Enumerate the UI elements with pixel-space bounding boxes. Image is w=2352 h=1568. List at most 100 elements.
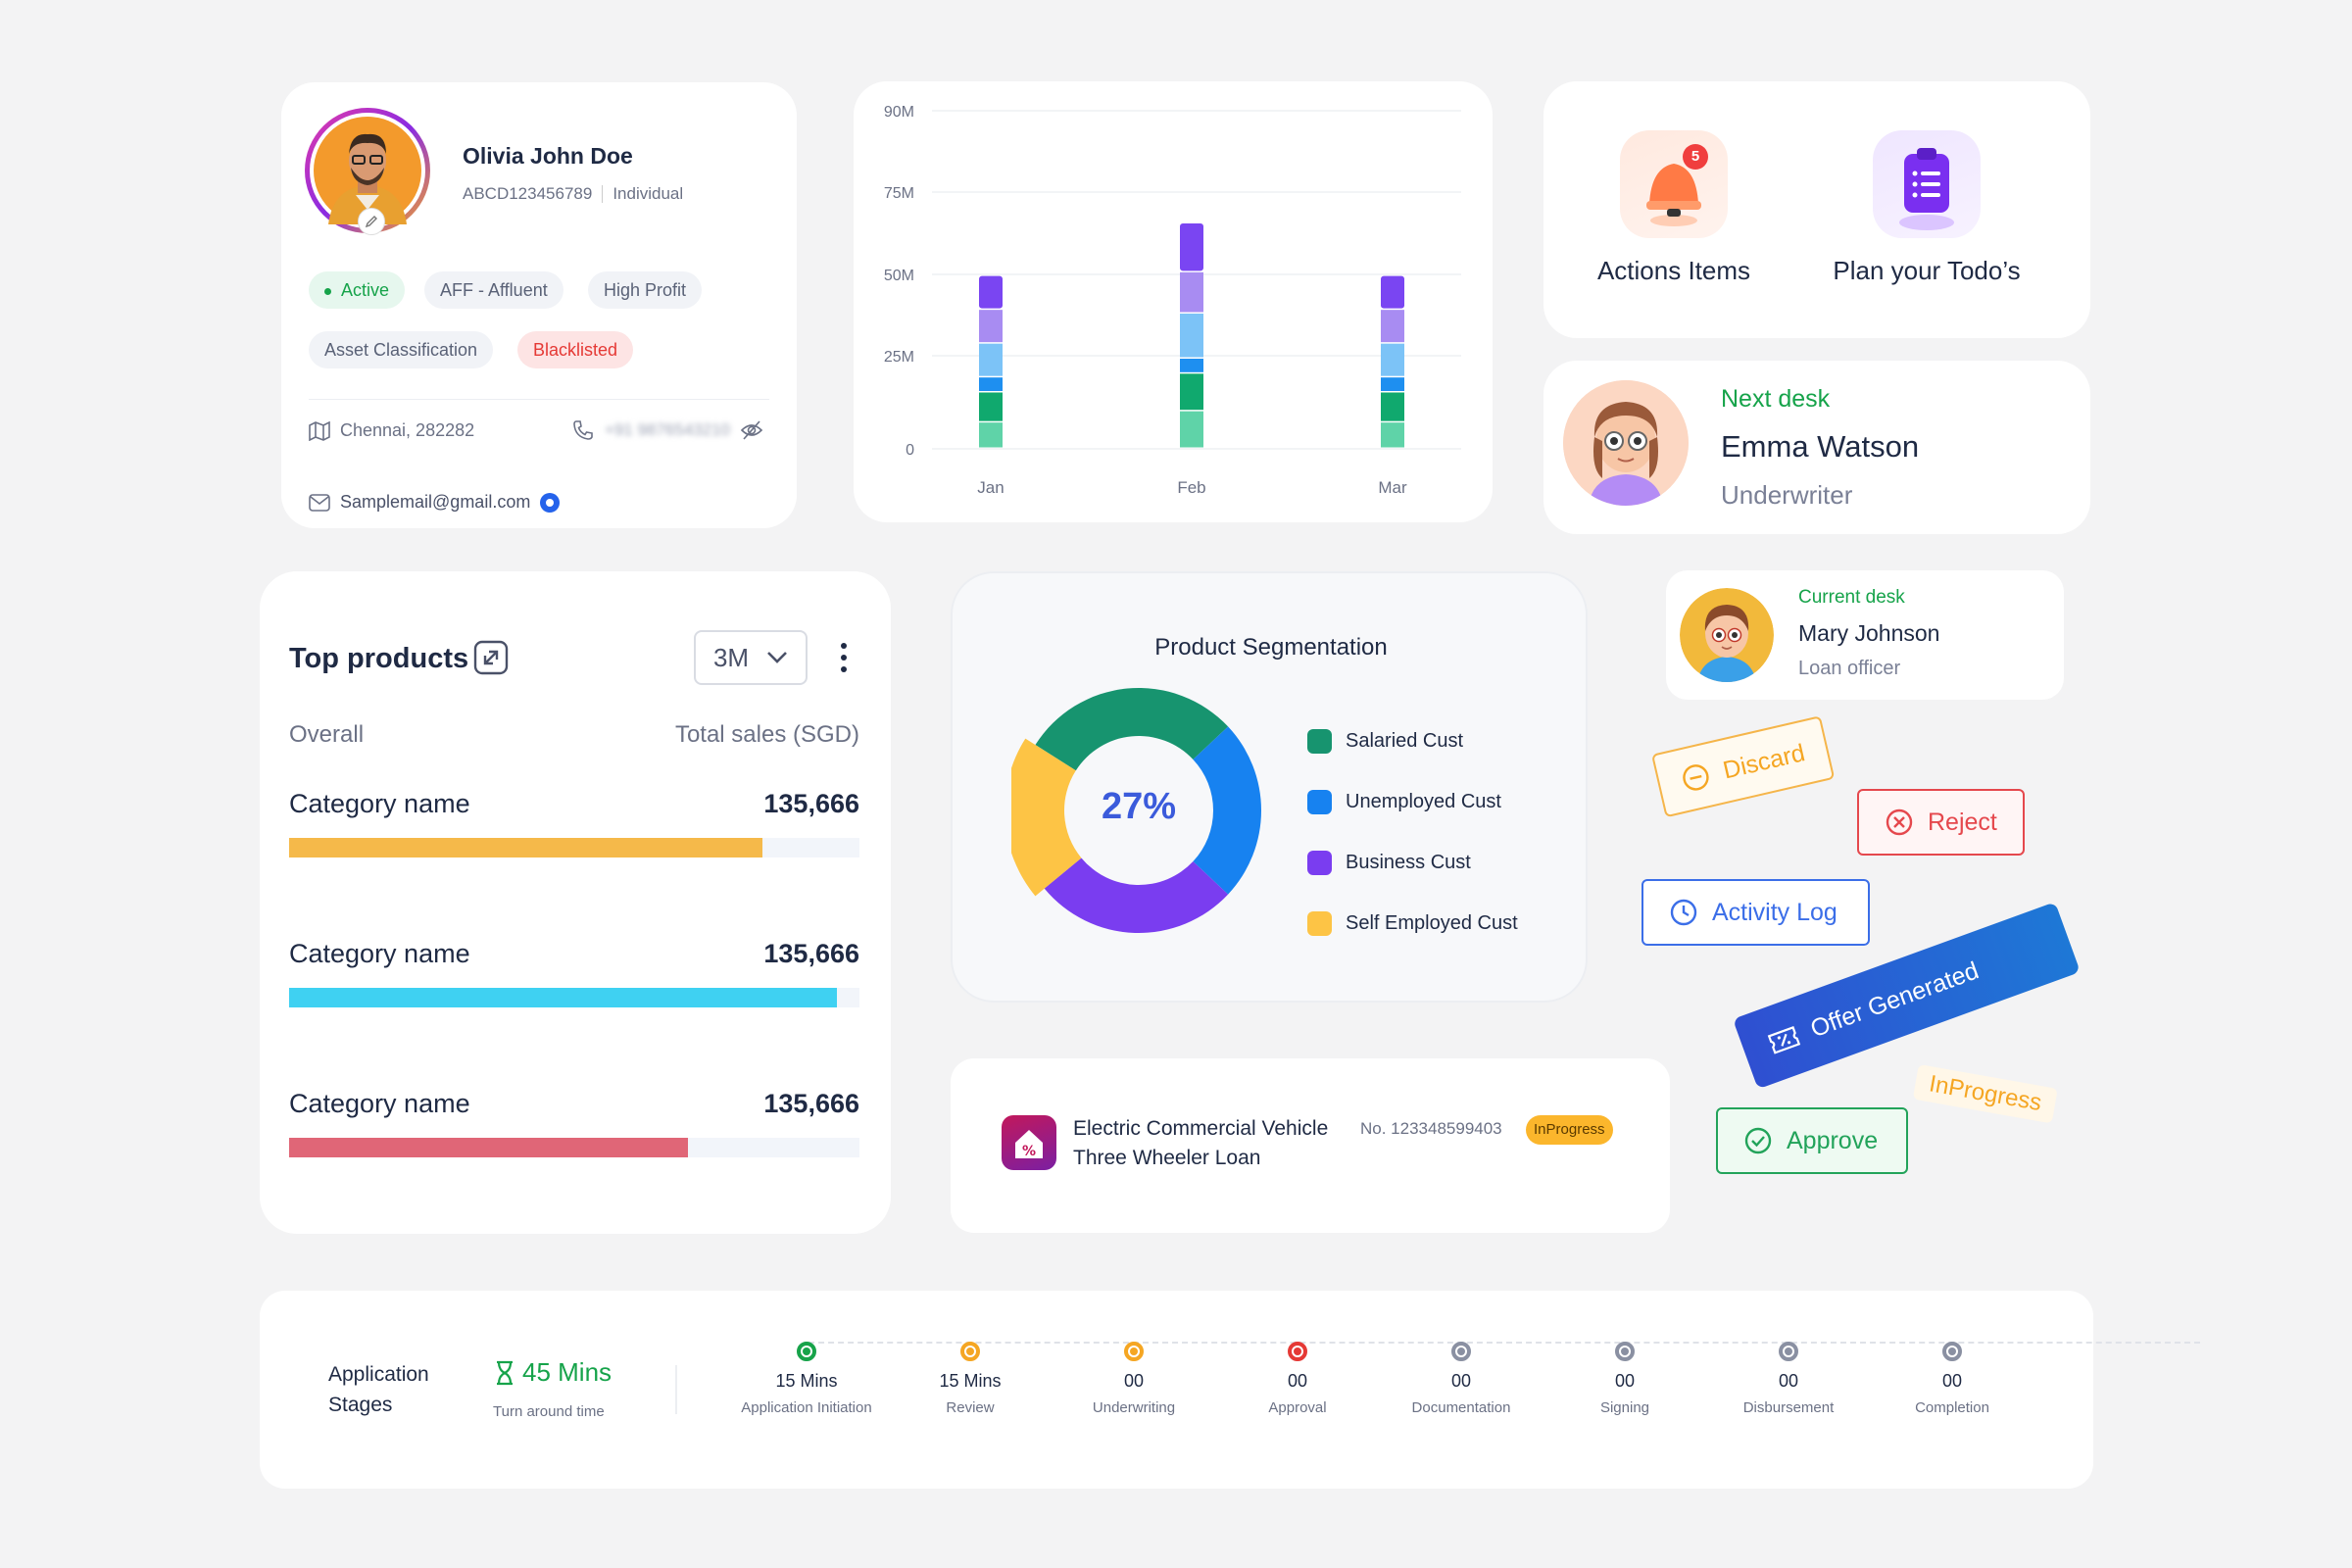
stage-status-dot	[960, 1342, 980, 1361]
x-tick-label: Mar	[1378, 478, 1407, 497]
stage-item[interactable]: 00 Documentation	[1378, 1342, 1544, 1416]
legend-swatch	[1307, 789, 1332, 814]
bar-segment[interactable]	[1381, 422, 1404, 448]
stage-item[interactable]: 00 Approval	[1214, 1342, 1381, 1416]
stage-item[interactable]: 15 Mins Application Initiation	[723, 1342, 890, 1416]
bar-segment[interactable]	[979, 422, 1003, 448]
stage-label: Documentation	[1411, 1399, 1511, 1416]
donut-slice[interactable]	[1011, 738, 1082, 897]
segmentation-title: Product Segmentation	[1154, 634, 1388, 661]
reject-button[interactable]: Reject	[1857, 789, 2025, 856]
next-desk-role: Underwriter	[1721, 480, 1853, 510]
stages-title-line1: Application	[328, 1363, 429, 1386]
donut-center-value: 27%	[1101, 786, 1177, 827]
period-select[interactable]: 3M	[694, 630, 808, 685]
product-value: 135,666	[763, 939, 859, 968]
top-products-card: Top products 3M Overall Total sales (SGD…	[260, 571, 891, 1234]
clock-icon	[1670, 899, 1697, 926]
stage-status-dot	[1779, 1342, 1798, 1361]
stage-status-dot	[1942, 1342, 1962, 1361]
bar-segment[interactable]	[1381, 275, 1404, 309]
bar-segment[interactable]	[1180, 411, 1203, 448]
y-tick-label: 75M	[884, 185, 914, 202]
actions-items-button[interactable]: 5	[1620, 130, 1728, 238]
bar-segment[interactable]	[1381, 392, 1404, 421]
donut-slice[interactable]	[1035, 688, 1229, 771]
activity-log-button[interactable]: Activity Log	[1642, 879, 1870, 946]
map-icon	[309, 420, 330, 441]
approve-label: Approve	[1787, 1126, 1879, 1154]
x-tick-label: Feb	[1177, 478, 1205, 497]
segmentation-card: Product Segmentation 27% Salaried Cust U…	[951, 571, 1588, 1003]
bar-segment[interactable]	[1180, 223, 1203, 271]
plan-todo-label[interactable]: Plan your Todo’s	[1833, 256, 2021, 285]
product-name: Category name	[289, 939, 470, 968]
stage-item[interactable]: 00 Completion	[1869, 1342, 2035, 1416]
bar-segment[interactable]	[1381, 343, 1404, 376]
expand-icon[interactable]	[473, 640, 509, 675]
product-bar-track	[289, 1138, 859, 1157]
y-tick-label: 90M	[884, 104, 914, 121]
donut-slice[interactable]	[1193, 726, 1261, 895]
bar-segment[interactable]	[979, 310, 1003, 343]
approve-button[interactable]: Approve	[1716, 1107, 1908, 1174]
product-bar-fill	[289, 988, 837, 1007]
x-tick-label: Jan	[977, 478, 1004, 497]
next-desk-card: Next desk Emma Watson Underwriter	[1544, 361, 2090, 534]
avatar[interactable]	[305, 108, 430, 233]
stage-item[interactable]: 15 Mins Review	[887, 1342, 1054, 1416]
legend-swatch	[1307, 910, 1332, 936]
stage-value: 00	[1614, 1371, 1636, 1391]
stage-item[interactable]: 00 Signing	[1542, 1342, 1708, 1416]
stage-status-dot	[797, 1342, 816, 1361]
next-desk-name: Emma Watson	[1721, 429, 1920, 464]
bar-segment[interactable]	[1381, 310, 1404, 343]
current-desk-card: Current desk Mary Johnson Loan officer	[1666, 570, 2064, 700]
edit-avatar-icon[interactable]	[358, 208, 385, 235]
period-select-value: 3M	[712, 642, 750, 672]
plan-todo-button[interactable]	[1873, 130, 1981, 238]
stage-item[interactable]: 00 Disbursement	[1705, 1342, 1872, 1416]
stage-status-dot	[1615, 1342, 1635, 1361]
bar-segment[interactable]	[1180, 314, 1203, 358]
stage-value: 00	[1287, 1371, 1308, 1391]
stage-label: Disbursement	[1742, 1399, 1835, 1416]
mail-icon	[309, 493, 330, 512]
donut-chart	[1011, 688, 1261, 933]
bar-segment[interactable]	[1180, 373, 1203, 411]
inprogress-stamp: InProgress	[1912, 1064, 2058, 1124]
loan-card[interactable]: % Electric Commercial Vehicle Three Whee…	[951, 1058, 1670, 1233]
loan-title: Electric Commercial Vehicle	[1073, 1117, 1329, 1140]
legend-label: Salaried Cust	[1346, 729, 1464, 752]
bar-segment[interactable]	[979, 275, 1003, 309]
hourglass-icon	[497, 1360, 513, 1385]
next-desk-avatar	[1563, 380, 1689, 506]
product-bar-track	[289, 988, 859, 1007]
discard-button[interactable]: Discard	[1651, 715, 1836, 818]
product-bar-track	[289, 838, 859, 858]
stage-label: Completion	[1915, 1399, 1989, 1416]
actions-items-label[interactable]: Actions Items	[1596, 256, 1751, 285]
phone-icon[interactable]	[571, 418, 595, 442]
legend-swatch	[1307, 850, 1332, 875]
profile-id: ABCD123456789	[463, 184, 593, 203]
bar-chart: 90M 75M 50M 25M 0 Jan Feb Mar	[884, 104, 1461, 497]
view-email-icon[interactable]	[540, 492, 561, 513]
next-desk-label: Next desk	[1721, 385, 1831, 413]
eye-off-icon[interactable]	[740, 419, 763, 441]
more-options-icon[interactable]	[838, 640, 850, 675]
donut-slice[interactable]	[1044, 858, 1229, 933]
reject-label: Reject	[1928, 808, 1997, 836]
segmentation-legend: Salaried Cust Unemployed Cust Business C…	[1307, 710, 1518, 954]
bar-segment[interactable]	[979, 343, 1003, 376]
stage-label: Approval	[1268, 1399, 1327, 1416]
legend-item: Salaried Cust	[1307, 710, 1518, 771]
stage-item[interactable]: 00 Underwriting	[1051, 1342, 1217, 1416]
bar-segment[interactable]	[979, 377, 1003, 391]
bar-segment[interactable]	[1180, 271, 1203, 313]
bar-segment[interactable]	[1381, 377, 1404, 391]
top-products-title: Top products	[289, 643, 469, 674]
chip-blacklisted: Blacklisted	[517, 331, 634, 368]
bar-segment[interactable]	[979, 392, 1003, 421]
bar-segment[interactable]	[1180, 359, 1203, 372]
